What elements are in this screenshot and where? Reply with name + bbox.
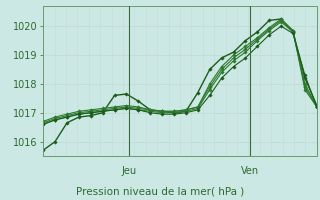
Text: Pression niveau de la mer( hPa ): Pression niveau de la mer( hPa ) [76, 186, 244, 196]
Text: Jeu: Jeu [122, 166, 137, 176]
Text: Ven: Ven [241, 166, 259, 176]
